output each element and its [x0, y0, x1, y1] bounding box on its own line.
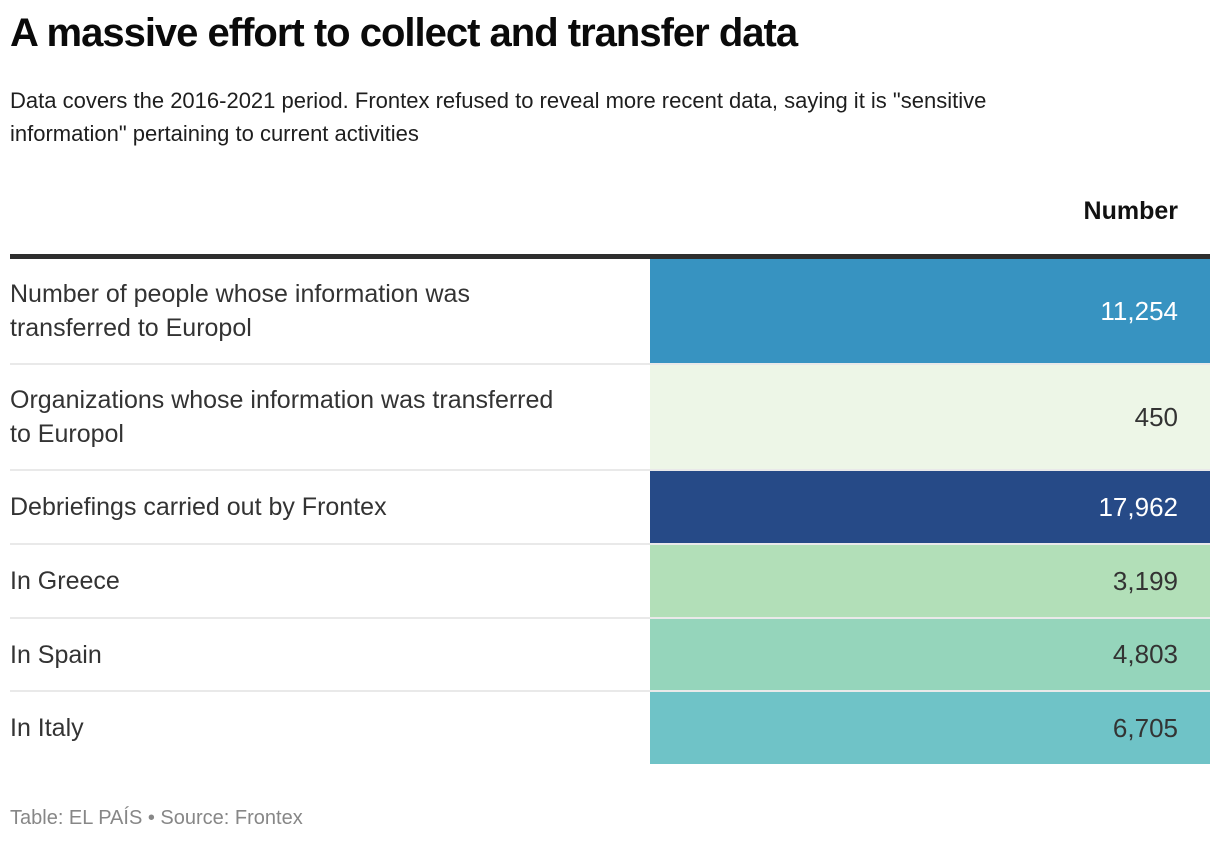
row-label: In Spain: [10, 619, 650, 690]
row-value: 17,962: [1098, 491, 1178, 522]
table-row: Number of people whose information was t…: [10, 259, 1210, 363]
row-label: Number of people whose information was t…: [10, 259, 650, 363]
row-value-cell: 11,254: [650, 259, 1210, 363]
column-header-number: Number: [1083, 197, 1178, 225]
row-value: 4,803: [1112, 639, 1178, 669]
row-value: 11,254: [1100, 295, 1178, 326]
row-label: In Greece: [10, 545, 650, 617]
table-graphic: A massive effort to collect and transfer…: [10, 0, 1210, 830]
row-value: 450: [1134, 401, 1178, 432]
table-row: In Greece 3,199: [10, 543, 1210, 617]
row-value-cell: 6,705: [650, 692, 1210, 764]
table-row: In Spain 4,803: [10, 617, 1210, 690]
page-title: A massive effort to collect and transfer…: [10, 11, 798, 55]
row-label: Debriefings carried out by Frontex: [10, 471, 650, 543]
row-value: 6,705: [1112, 712, 1178, 743]
row-label: In Italy: [10, 692, 650, 764]
row-value-cell: 17,962: [650, 471, 1210, 543]
data-table: Number of people whose information was t…: [10, 259, 1210, 764]
source-credit: Table: EL PAÍS • Source: Frontex: [10, 807, 303, 829]
subtitle: Data covers the 2016-2021 period. Fronte…: [10, 88, 987, 146]
row-value: 3,199: [1112, 565, 1178, 596]
row-value-cell: 4,803: [650, 619, 1210, 690]
row-value-cell: 3,199: [650, 545, 1210, 617]
table-row: Organizations whose information was tran…: [10, 363, 1210, 469]
table-row: Debriefings carried out by Frontex 17,96…: [10, 469, 1210, 543]
header-rule: [10, 254, 1210, 259]
row-value-cell: 450: [650, 365, 1210, 469]
table-row: In Italy 6,705: [10, 690, 1210, 764]
row-label: Organizations whose information was tran…: [10, 365, 650, 469]
